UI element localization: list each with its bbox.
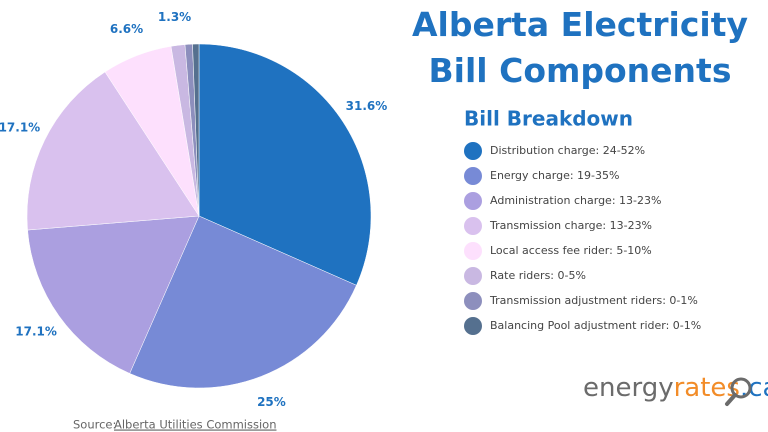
legend-label: Administration charge: 13-23%: [490, 194, 661, 207]
legend-label: Balancing Pool adjustment rider: 0-1%: [490, 319, 701, 332]
legend-swatch: [464, 242, 482, 260]
legend-label: Local access fee rider: 5-10%: [490, 244, 652, 257]
source-link[interactable]: Alberta Utilities Commission: [114, 418, 276, 432]
pie-slice: [27, 215, 200, 374]
data-label: 17.1%: [15, 325, 57, 339]
chart-title: Alberta Electricity Bill Components: [412, 5, 748, 90]
pie-slice: [26, 71, 200, 231]
logo: energyrates.ca: [583, 373, 768, 403]
legend-swatch: [464, 142, 482, 160]
legend-label: Energy charge: 19-35%: [490, 169, 619, 182]
source-label: Source:: [73, 418, 116, 432]
logo-icon: [725, 377, 752, 406]
legend-label: Transmission adjustment riders: 0-1%: [489, 294, 698, 307]
pie: 31.6% 25% 17.1% 17.1% 6.6% 1.3%: [0, 10, 387, 409]
logo-part: energy: [583, 373, 674, 403]
legend-swatch: [464, 217, 482, 235]
data-label: 6.6%: [110, 22, 143, 36]
pie-slice: [192, 43, 200, 217]
legend-label: Rate riders: 0-5%: [490, 269, 586, 282]
legend: Distribution charge: 24-52% Energy charge…: [464, 142, 701, 335]
pie-slice: [198, 43, 372, 286]
legend-swatch: [464, 267, 482, 285]
legend-swatch: [464, 167, 482, 185]
data-label: 25%: [257, 395, 286, 409]
data-label: 31.6%: [346, 99, 388, 113]
legend-swatch: [464, 317, 482, 335]
data-label: 17.1%: [0, 121, 40, 135]
legend-label: Distribution charge: 24-52%: [490, 144, 645, 157]
legend-title: Bill Breakdown: [464, 107, 633, 131]
legend-label: Transmission charge: 13-23%: [489, 219, 652, 232]
data-label: 1.3%: [158, 10, 191, 24]
logo-part: rates: [674, 373, 740, 403]
legend-swatch: [464, 192, 482, 210]
legend-swatch: [464, 292, 482, 310]
pie-slice: [129, 215, 357, 389]
